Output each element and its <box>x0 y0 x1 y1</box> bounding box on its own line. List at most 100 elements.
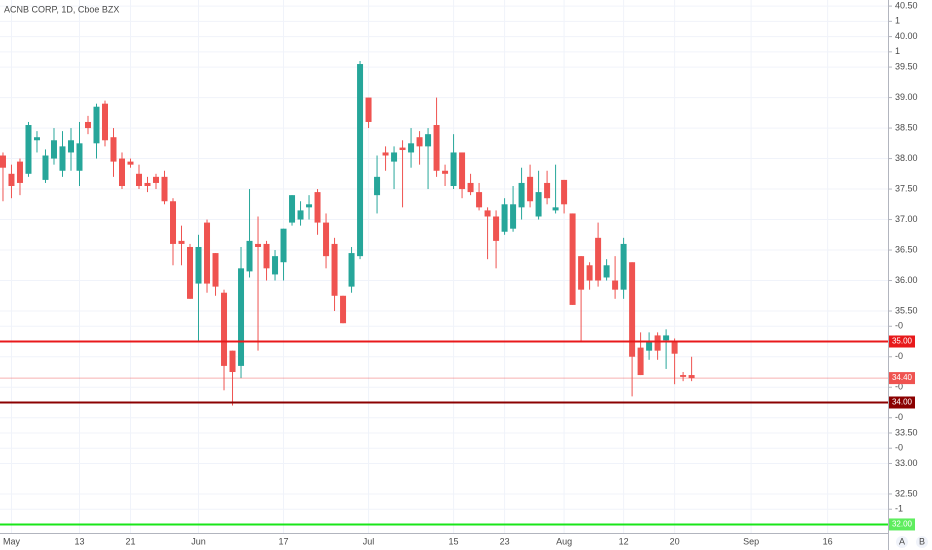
price-label-box <box>889 335 915 348</box>
y-tick-label: -1 <box>895 504 903 514</box>
x-tick-label: Sep <box>743 536 759 546</box>
y-tick-label: 36.00 <box>895 275 918 285</box>
candle-body <box>510 204 517 229</box>
x-tick-label: 13 <box>74 536 84 546</box>
candle-body <box>433 125 440 171</box>
price-label-box <box>889 372 915 385</box>
candle-body <box>408 143 415 153</box>
y-tick-label: -0 <box>895 412 903 422</box>
price-label-box <box>889 518 915 531</box>
scale-button[interactable]: A <box>899 536 905 546</box>
candle-body <box>93 106 100 144</box>
candle-body <box>646 341 653 351</box>
y-tick-label: 37.50 <box>895 183 918 193</box>
price-label: 35.00 <box>892 337 913 346</box>
candle-body <box>263 243 270 269</box>
candle-body <box>229 350 236 373</box>
y-tick-label: 1 <box>895 16 900 26</box>
candle-body <box>595 237 602 281</box>
candle-body <box>459 152 466 190</box>
candle-body <box>518 182 525 208</box>
candle-body <box>467 182 474 193</box>
y-tick-label: 38.00 <box>895 153 918 163</box>
candle-body <box>680 375 687 377</box>
candle-body <box>314 192 321 223</box>
y-tick-label: 36.50 <box>895 244 918 254</box>
price-label-box <box>889 396 915 409</box>
candle-body <box>212 253 219 287</box>
chart-title: ACNB CORP, 1D, Cboe BZX <box>4 4 119 14</box>
candle-body <box>0 155 6 168</box>
candle-body <box>144 182 151 187</box>
candle-body <box>637 347 644 376</box>
scale-button[interactable]: B <box>919 536 925 546</box>
y-tick-label: 37.00 <box>895 214 918 224</box>
scale-button-bg[interactable] <box>916 536 928 548</box>
candle-body <box>127 161 134 165</box>
candle-body <box>16 161 23 183</box>
candle-body <box>620 243 627 290</box>
x-tick-label: 20 <box>670 536 680 546</box>
candle-body <box>425 134 432 147</box>
candle-body <box>552 207 559 211</box>
candle-body <box>476 192 483 208</box>
candle-body <box>280 228 287 263</box>
candle-body <box>33 137 40 141</box>
x-tick-label: 15 <box>449 536 459 546</box>
candle-body <box>671 341 678 354</box>
y-tick-label: 40.00 <box>895 31 918 41</box>
y-tick-label: 33.50 <box>895 427 918 437</box>
candle-body <box>544 182 551 199</box>
y-tick-label: -0 <box>895 351 903 361</box>
candle-body <box>306 204 313 208</box>
candle-body <box>161 176 168 202</box>
candle-body <box>374 176 381 196</box>
x-tick-label: May <box>3 536 21 546</box>
candle-body <box>170 201 177 244</box>
candle-body <box>8 173 15 187</box>
candle-body <box>399 147 406 151</box>
price-label: 34.40 <box>892 373 913 382</box>
x-tick-label: 23 <box>500 536 510 546</box>
candle-body <box>578 256 585 290</box>
y-tick-label: 38.50 <box>895 122 918 132</box>
y-tick-label: -0 <box>895 382 903 392</box>
candle-body <box>569 213 576 305</box>
candle-body <box>255 243 262 247</box>
y-tick-label: -0 <box>895 321 903 331</box>
candle-body <box>195 246 202 284</box>
x-tick-label: 16 <box>823 536 833 546</box>
candle-body <box>365 97 372 122</box>
candle-body <box>136 173 143 187</box>
candle-body <box>118 158 125 187</box>
y-tick-label: 39.00 <box>895 92 918 102</box>
candle-body <box>561 179 568 205</box>
y-tick-label: 32.50 <box>895 488 918 498</box>
candle-body <box>187 246 194 299</box>
candle-body <box>323 222 330 257</box>
candle-body <box>603 265 610 278</box>
candle-body <box>246 240 253 272</box>
candle-body <box>178 240 185 244</box>
y-tick-label: -0 <box>895 443 903 453</box>
candle-body <box>221 292 228 366</box>
candle-body <box>25 125 32 174</box>
candle-body <box>76 143 83 171</box>
candle-body <box>391 152 398 162</box>
candle-body <box>501 204 508 232</box>
candle-body <box>654 335 661 351</box>
candle-body <box>110 137 117 162</box>
candle-body <box>59 146 66 171</box>
scale-button-bg[interactable] <box>896 536 908 548</box>
candle-body <box>238 268 245 366</box>
candle-body <box>340 295 347 324</box>
y-tick-label: 40.50 <box>895 0 918 10</box>
x-tick-label: 12 <box>619 536 629 546</box>
x-tick-label: Aug <box>556 536 572 546</box>
candle-body <box>484 210 491 217</box>
candle-body <box>42 155 49 180</box>
price-label: 34.00 <box>892 398 913 407</box>
candle-body <box>688 375 695 379</box>
